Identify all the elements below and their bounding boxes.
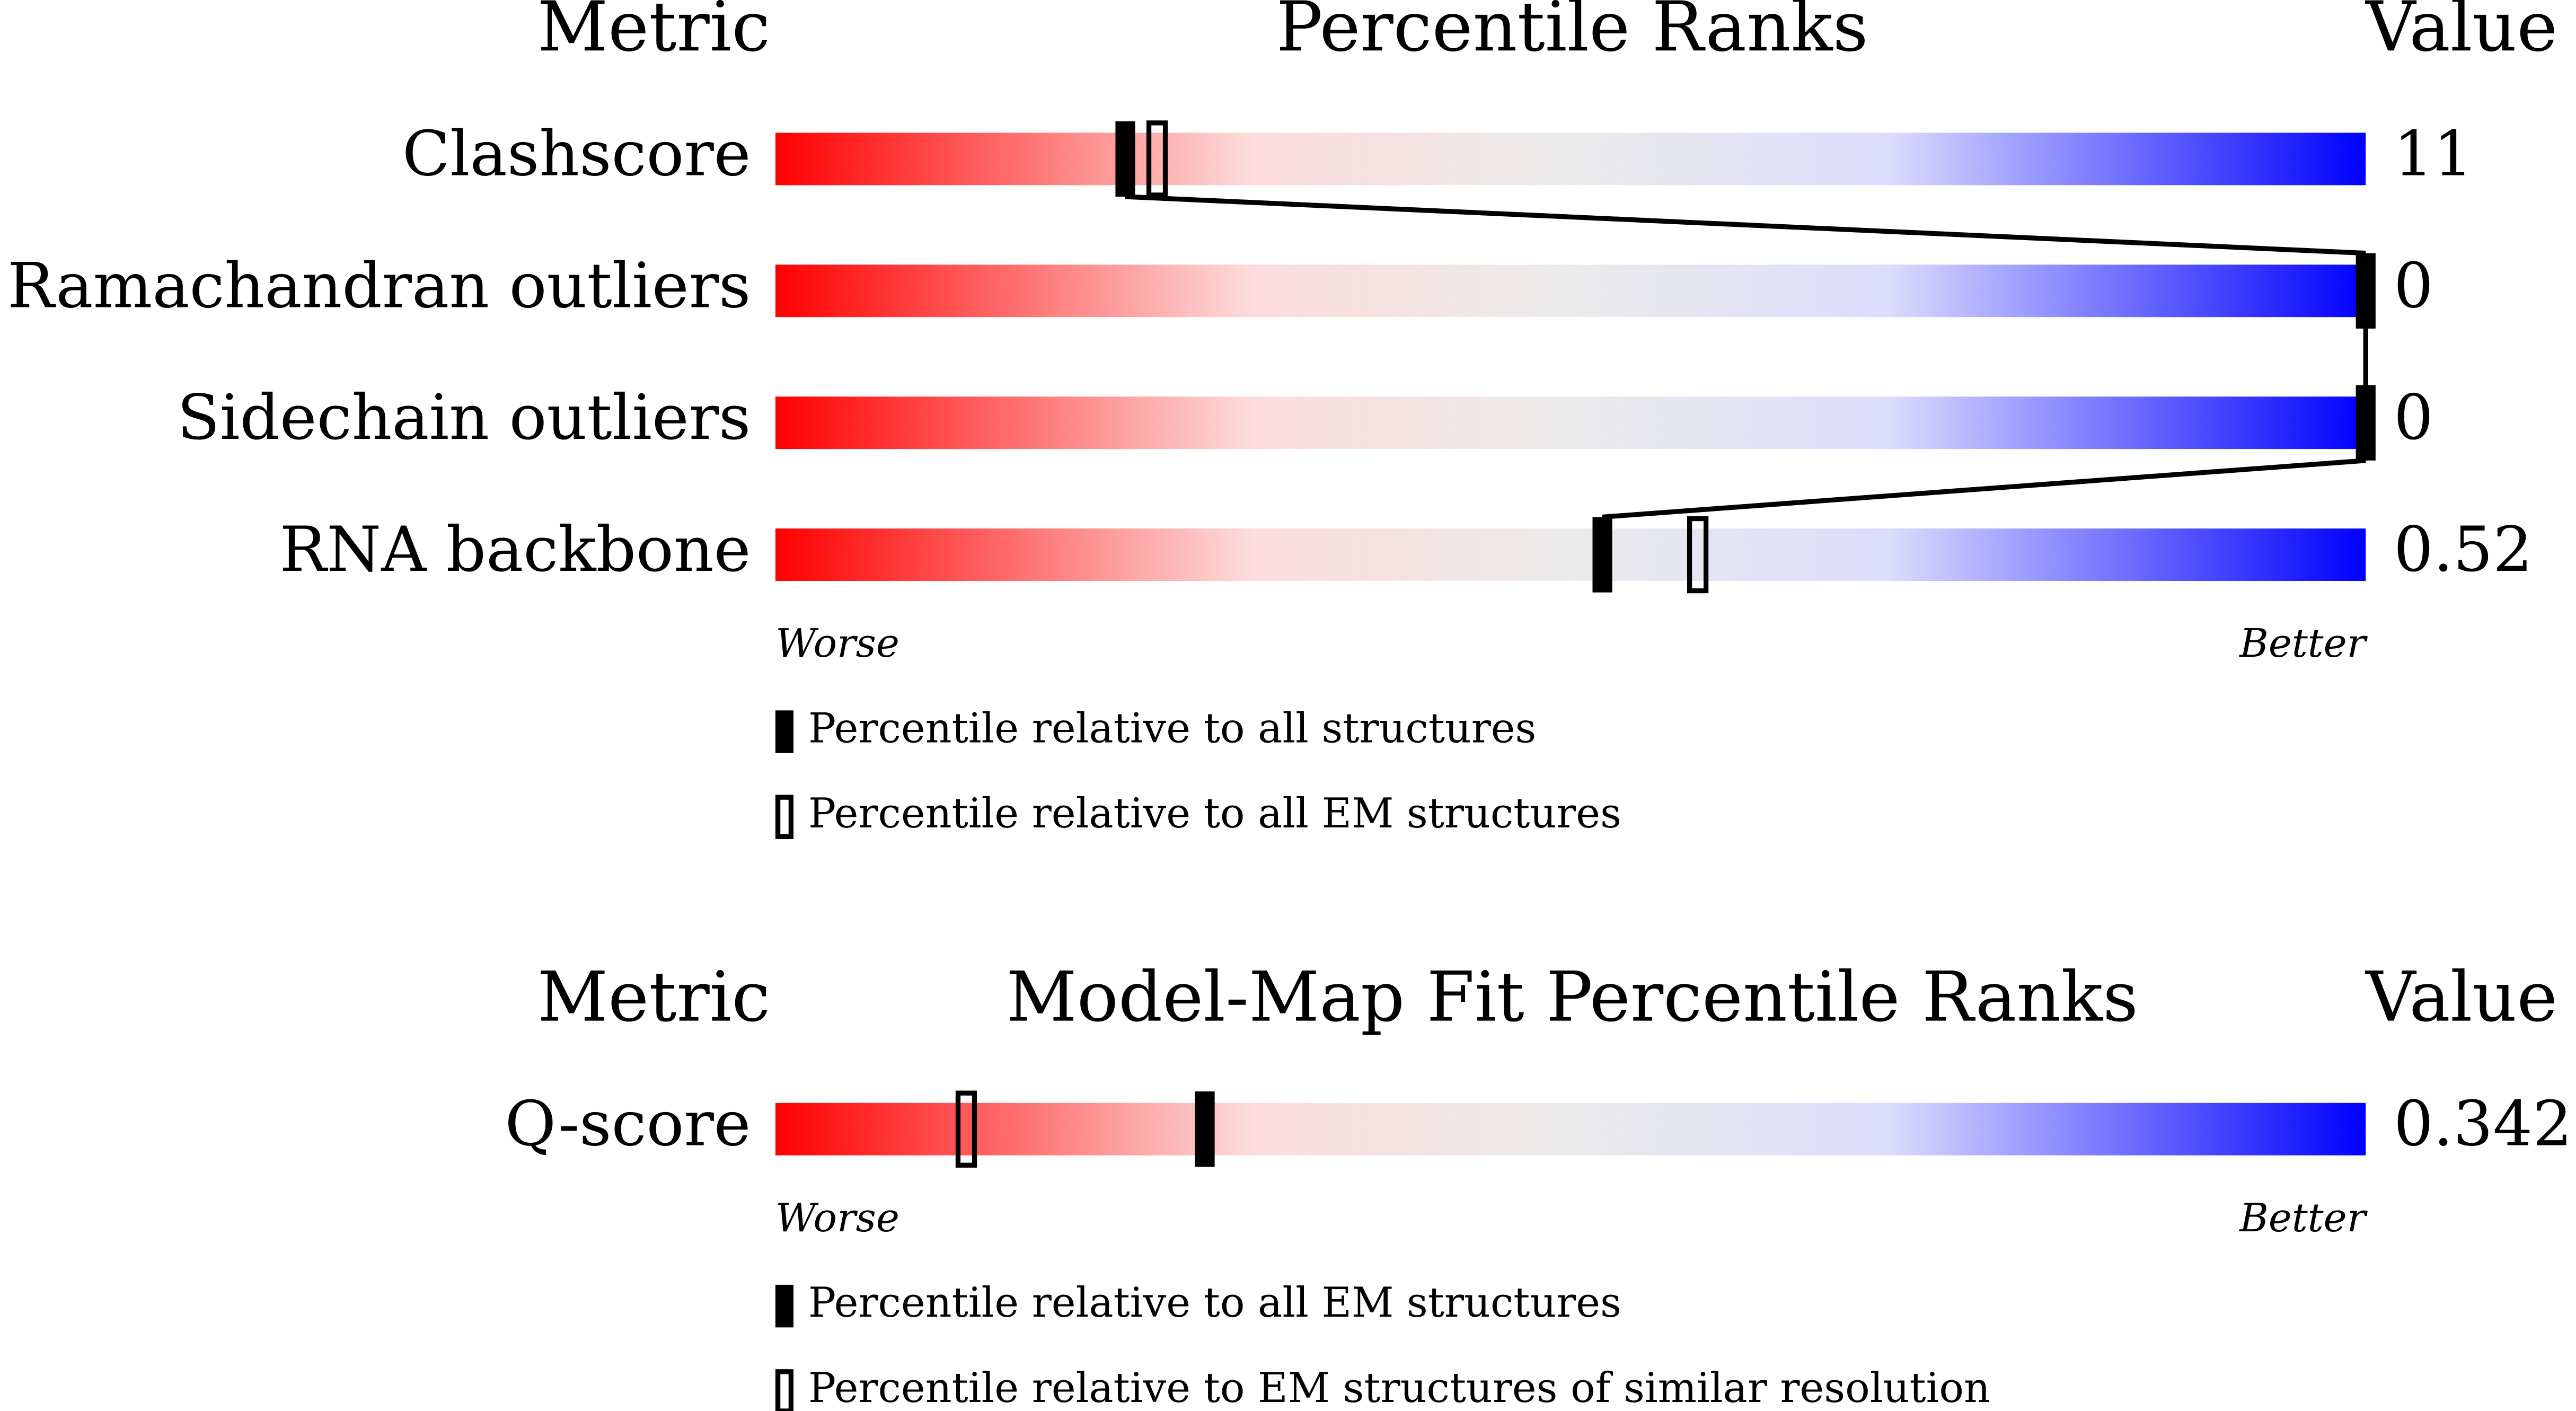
metric-value: 0 xyxy=(2394,381,2433,454)
marker-filled xyxy=(1115,121,1135,197)
slider-bar xyxy=(775,133,2366,186)
scale-better: Better xyxy=(2238,620,2368,666)
marker-filled xyxy=(1195,1091,1215,1167)
slider-bar xyxy=(775,396,2366,449)
header-title: Model-Map Fit Percentile Ranks xyxy=(1006,957,2138,1037)
metric-label: RNA backbone xyxy=(279,513,751,586)
metric-label: Sidechain outliers xyxy=(177,381,751,454)
connector xyxy=(1125,194,2366,256)
marker-open xyxy=(955,1090,977,1168)
legend-open: Percentile relative to all EM structures xyxy=(808,790,1621,837)
legend-icon-filled xyxy=(775,1284,794,1328)
metric-value: 11 xyxy=(2394,118,2473,190)
marker-filled xyxy=(2356,385,2376,461)
scale-worse: Worse xyxy=(775,620,899,666)
header-metric: Metric xyxy=(537,0,770,67)
legend-icon-filled xyxy=(775,710,794,753)
header-value: Value xyxy=(2365,957,2557,1037)
marker-open xyxy=(1687,516,1709,594)
connector xyxy=(1602,458,2366,520)
slider-bar xyxy=(775,1103,2366,1156)
metric-value: 0 xyxy=(2394,249,2433,322)
scale-better: Better xyxy=(2238,1195,2368,1241)
metric-label: Clashscore xyxy=(402,118,751,190)
legend-open: Percentile relative to EM structures of … xyxy=(808,1364,1990,1411)
header-title: Percentile Ranks xyxy=(1276,0,1868,67)
metric-value: 0.52 xyxy=(2394,513,2533,586)
marker-filled xyxy=(1592,517,1612,593)
slider-bar xyxy=(775,264,2366,318)
legend-filled: Percentile relative to all EM structures xyxy=(808,1279,1621,1327)
slider-bar xyxy=(775,528,2366,581)
legend-filled: Percentile relative to all structures xyxy=(808,705,1536,753)
metric-label: Ramachandran outliers xyxy=(7,249,751,322)
metric-value: 0.342 xyxy=(2394,1088,2572,1160)
legend-icon-open xyxy=(775,1369,794,1411)
header-value: Value xyxy=(2365,0,2557,67)
marker-open xyxy=(1146,120,1168,198)
marker-filled xyxy=(2356,253,2376,329)
metric-label: Q-score xyxy=(505,1088,751,1160)
scale-worse: Worse xyxy=(775,1195,899,1241)
legend-icon-open xyxy=(775,795,794,839)
header-metric: Metric xyxy=(537,957,770,1037)
